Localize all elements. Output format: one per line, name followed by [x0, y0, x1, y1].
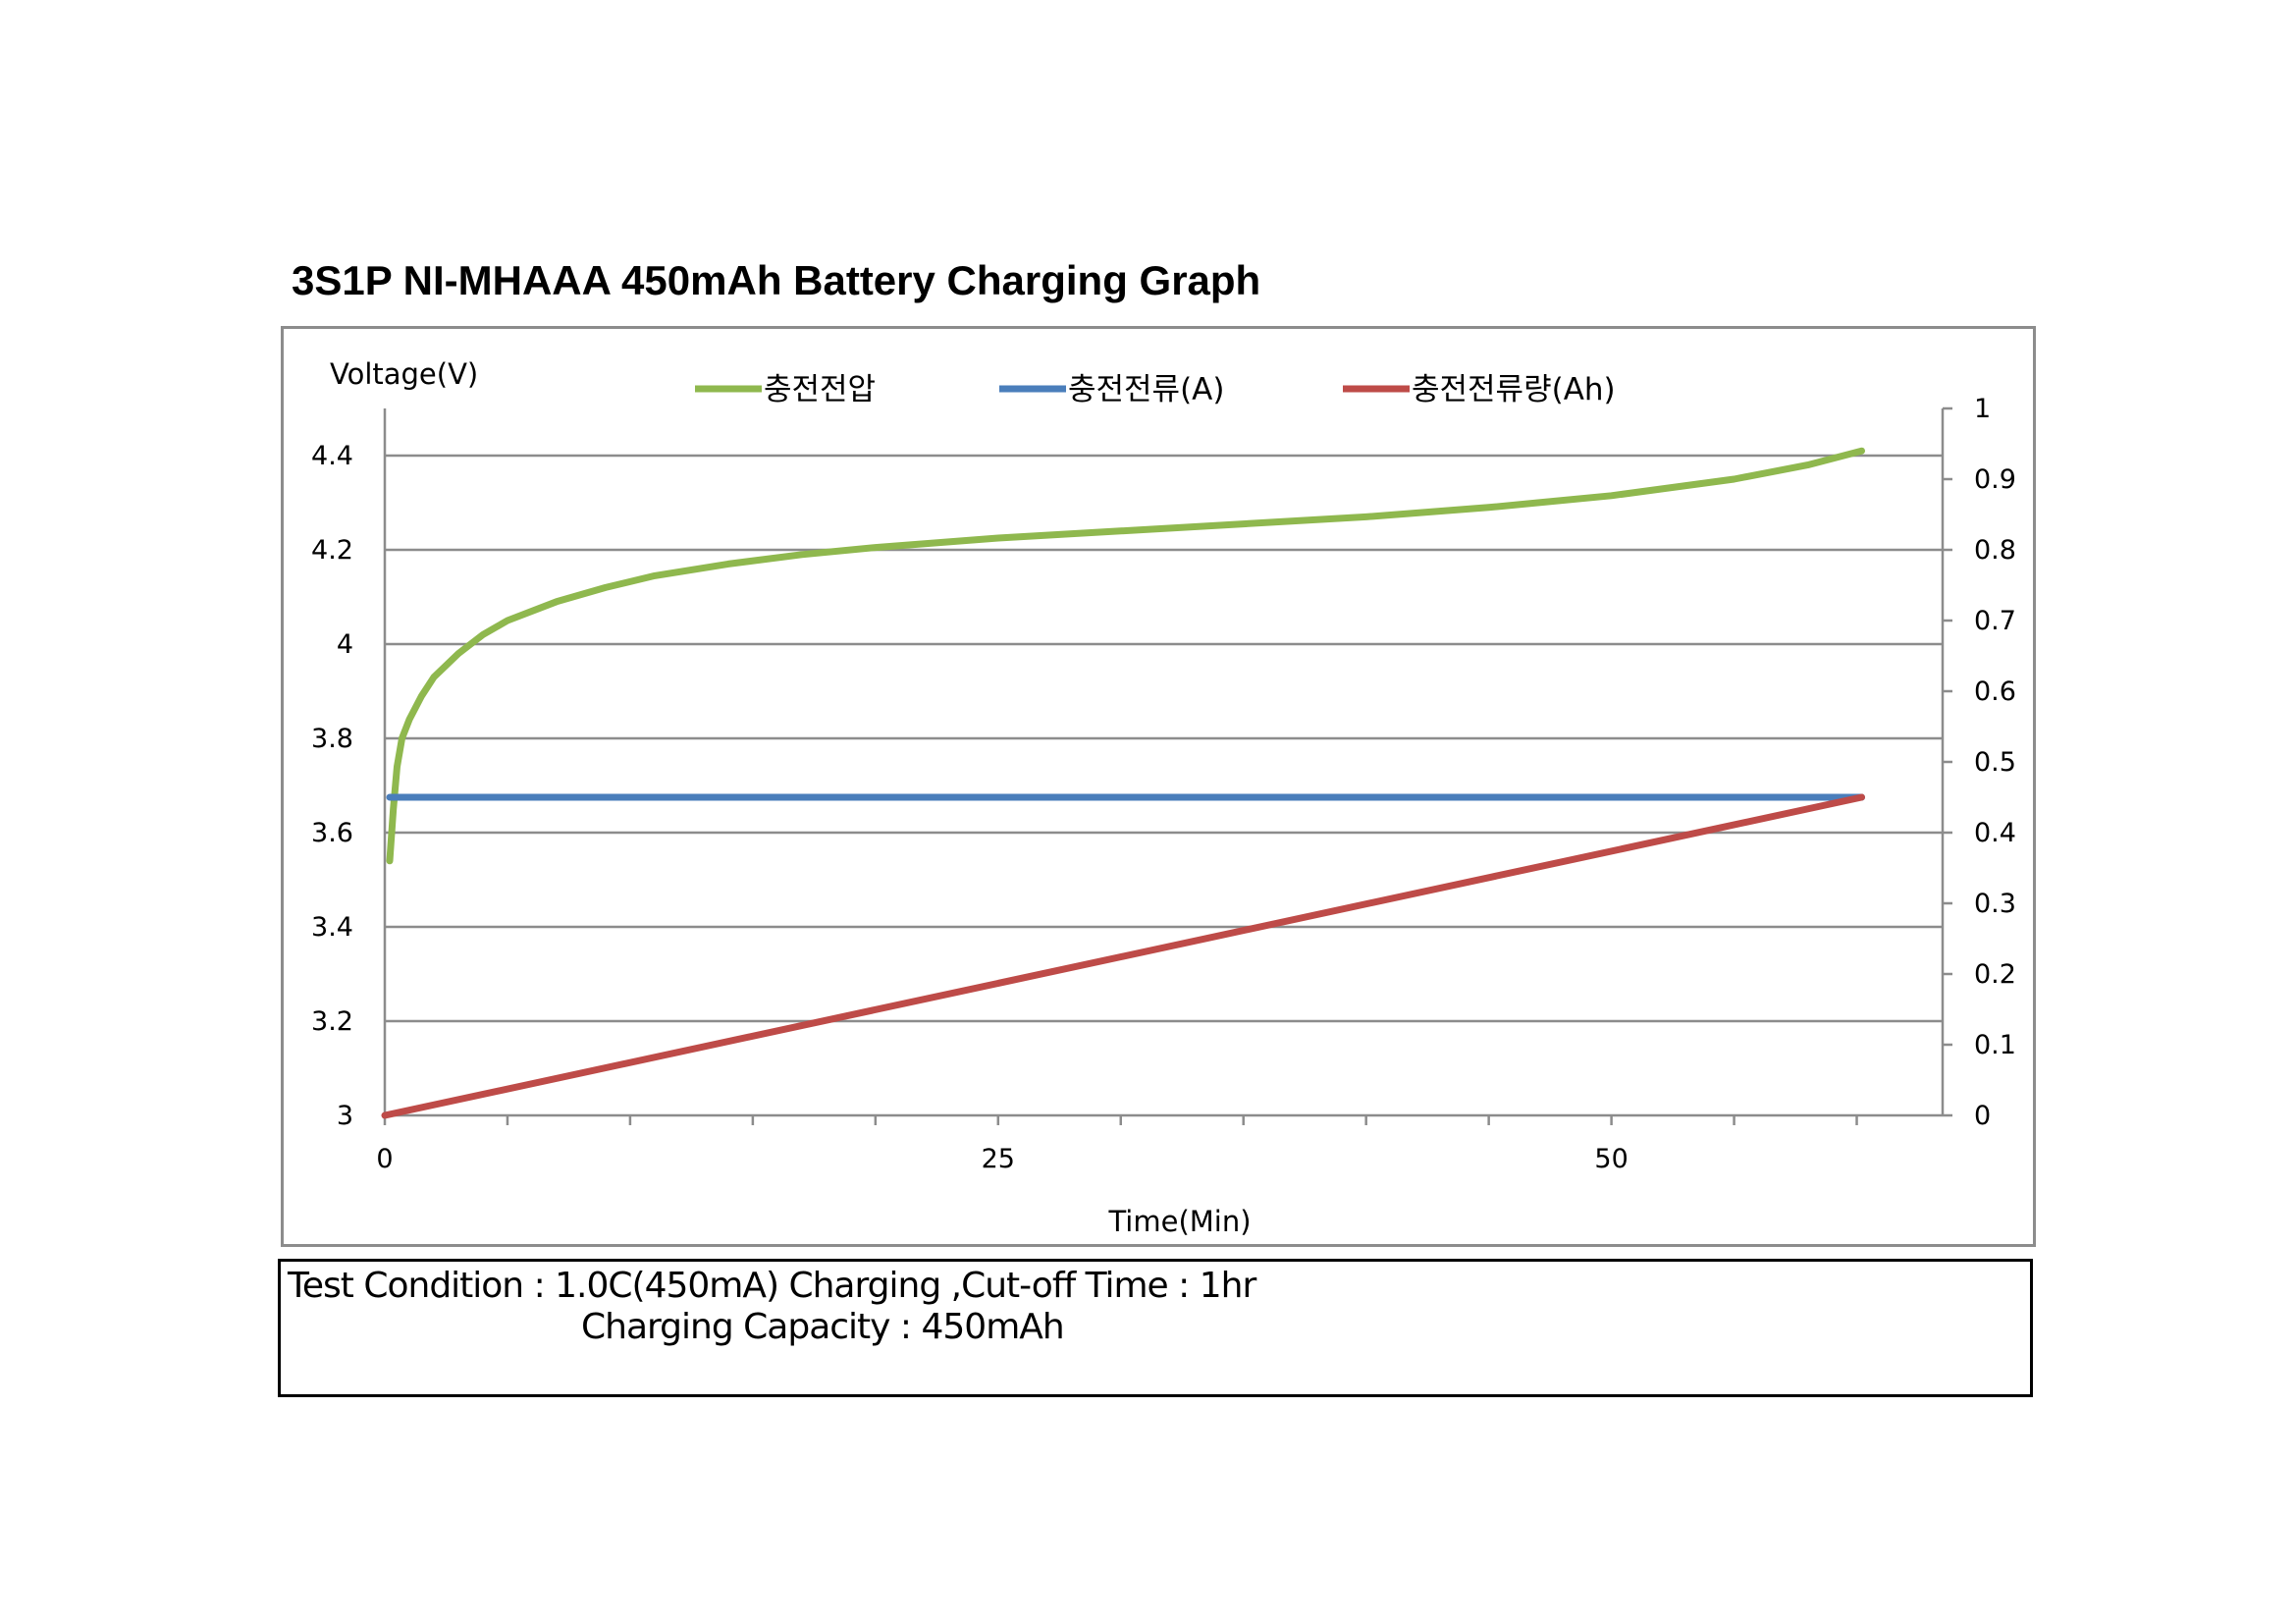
y2-tick-label: 0.3 [1974, 889, 2016, 919]
x-tick-label: 50 [1594, 1144, 1628, 1174]
y2-tick-label: 0.9 [1974, 464, 2016, 495]
chart-title: 3S1P NI-MHAAA 450mAh Battery Charging Gr… [292, 257, 1261, 303]
y-tick-label: 3.2 [311, 1006, 353, 1037]
legend-label: 충전전류량(Ah) [1412, 372, 1616, 407]
y-tick-label: 3.4 [311, 912, 353, 943]
x-tick-label: 0 [376, 1144, 393, 1174]
y-axis-label: Voltage(V) [330, 357, 478, 391]
y2-tick-label: 0.5 [1974, 747, 2016, 778]
legend: 충전전압 충전전류(A) 충전전류량(Ah) [695, 372, 1616, 407]
grid-layer [385, 454, 1943, 1023]
series-line-3 [381, 793, 1865, 1119]
y2-tick-label: 0.1 [1974, 1030, 2016, 1060]
y2-tick-label: 0.6 [1974, 677, 2016, 707]
series-layer [381, 447, 1865, 1119]
y2-tick-label: 0.2 [1974, 959, 2016, 990]
y2-tick-label: 0.7 [1974, 606, 2016, 636]
x-tick-label: 25 [982, 1144, 1015, 1174]
test-condition-box: Test Condition : 1.0C(450mA) Charging ,C… [278, 1259, 2033, 1397]
test-condition-text: Test Condition : 1.0C(450mA) Charging ,C… [288, 1266, 1256, 1306]
y2-tick-label: 0.4 [1974, 818, 2016, 848]
series-line-1 [386, 447, 1865, 865]
y-tick-label: 4 [337, 629, 353, 660]
x-axis-label: Time(Min) [1107, 1205, 1251, 1238]
y-tick-label: 3 [337, 1101, 353, 1131]
y-tick-label: 3.6 [311, 818, 353, 848]
y-tick-label: 4.4 [311, 441, 353, 471]
legend-label: 충전전류(A) [1068, 372, 1224, 407]
charging-capacity-text: Charging Capacity : 450mAh [581, 1307, 1065, 1347]
axes-layer: 3 3.2 3.4 3.6 3.8 4 4.2 4.4 0 0.1 0.2 0.3 0.4 0.5 0.6 0… [311, 394, 2016, 1174]
y2-tick-label: 0.8 [1974, 535, 2016, 566]
legend-label: 충전전압 [764, 372, 876, 407]
y2-tick-label: 0 [1974, 1101, 1991, 1131]
y-tick-label: 4.2 [311, 535, 353, 566]
y-tick-label: 3.8 [311, 724, 353, 754]
chart-frame [281, 326, 2036, 1247]
y2-tick-label: 1 [1974, 394, 1991, 424]
